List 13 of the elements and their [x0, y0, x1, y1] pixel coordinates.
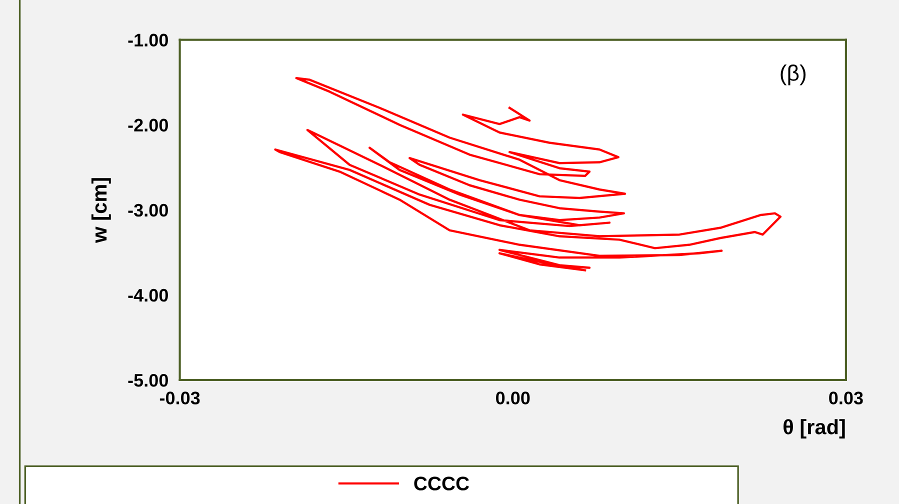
y-tick-label: -1.00	[128, 34, 168, 47]
y-axis-title: w [cm]	[91, 178, 111, 243]
x-tick-label: -0.03	[160, 392, 200, 404]
x-tick-label: 0.00	[496, 392, 530, 404]
legend-label: CCCC	[414, 476, 470, 490]
line-series	[274, 76, 782, 272]
y-tick-label: -3.00	[128, 204, 168, 217]
x-tick-label: 0.03	[829, 392, 863, 404]
y-tick-label: -2.00	[128, 118, 168, 132]
x-axis-title: θ [rad]	[784, 419, 845, 438]
y-tick-label: -4.00	[128, 288, 168, 302]
annotation: (β)	[780, 64, 806, 86]
y-tick-label: -5.00	[128, 374, 168, 387]
